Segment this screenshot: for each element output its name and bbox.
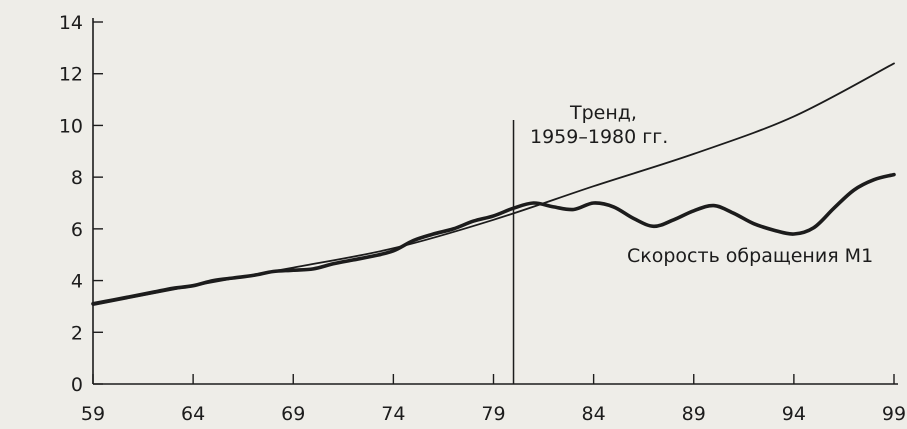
y-tick-label: 14 (59, 12, 83, 34)
x-tick-label: 69 (281, 403, 305, 425)
series-label-m1-velocity: Скорость обращения М1 (627, 245, 873, 267)
y-tick-label: 10 (59, 115, 83, 137)
x-tick-label: 74 (381, 403, 405, 425)
y-tick-label: 12 (59, 64, 83, 86)
series-line-trend (92, 62, 895, 306)
x-tick-label: 99 (882, 403, 906, 425)
y-tick-label: 4 (71, 271, 83, 293)
x-tick-label: 94 (782, 403, 806, 425)
ticks: 0 2 4 6 8 10 12 14 59 64 69 74 79 84 89 94 99 (59, 12, 906, 425)
y-tick-label: 8 (71, 167, 83, 189)
x-tick-label: 84 (582, 403, 606, 425)
x-tick-label: 64 (181, 403, 205, 425)
y-tick-label: 2 (71, 322, 83, 344)
x-tick-label: 89 (682, 403, 706, 425)
series-layer (91, 62, 896, 306)
y-tick-label: 6 (71, 219, 83, 241)
x-tick-label: 79 (481, 403, 505, 425)
y-tick-label: 0 (71, 374, 83, 396)
axes (92, 18, 898, 385)
x-tick-label: 59 (81, 403, 105, 425)
series-line-m1-velocity (91, 172, 896, 306)
trend-annotation-line1: Тренд, (569, 102, 637, 124)
trend-annotation-line2: 1959–1980 гг. (530, 126, 668, 148)
